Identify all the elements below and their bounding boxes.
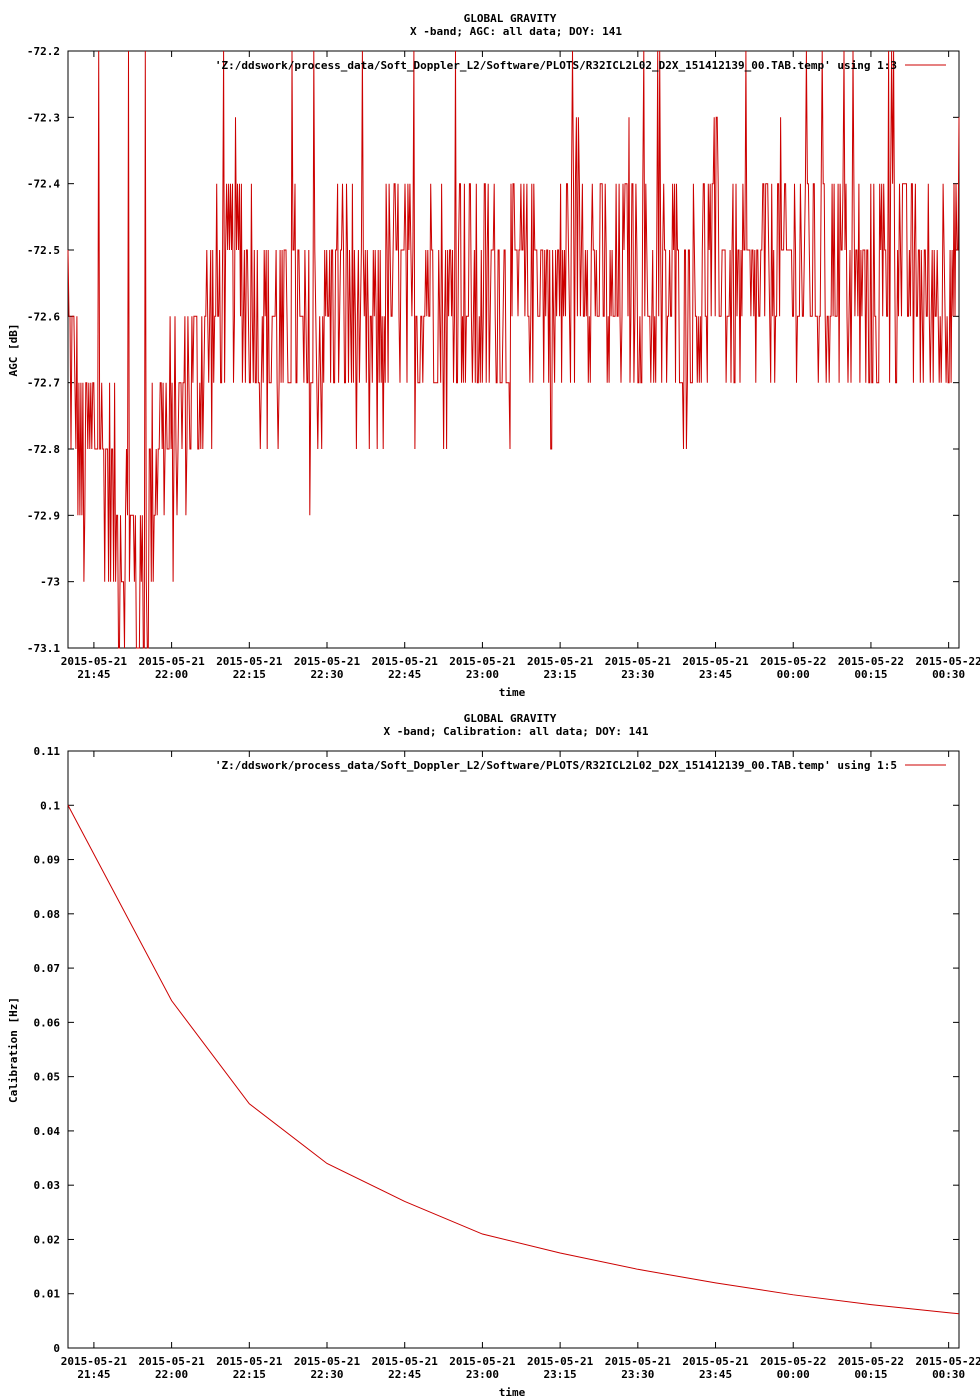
top-ytick-label: -72.5: [27, 244, 60, 257]
top-ytick-label: -73: [40, 576, 60, 589]
bottom-xtick-date: 2015-05-22: [760, 1355, 826, 1368]
top-chart-series: [67, 50, 960, 649]
bottom-chart-title: GLOBAL GRAVITY: [464, 712, 557, 725]
top-ytick-label: -72.9: [27, 509, 60, 522]
bottom-xtick-date: 2015-05-21: [294, 1355, 361, 1368]
top-xtick-time: 22:30: [310, 668, 343, 681]
bottom-x-axis-label: time: [499, 1386, 526, 1399]
bottom-xtick-time: 22:15: [233, 1368, 266, 1381]
top-chart-title: GLOBAL GRAVITY: [464, 12, 557, 25]
top-xtick-time: 23:30: [621, 668, 654, 681]
top-series-line: [67, 50, 960, 649]
bottom-xtick-time: 23:00: [466, 1368, 499, 1381]
top-ytick-label: -72.2: [27, 45, 60, 58]
top-xtick-time: 00:30: [932, 668, 965, 681]
bottom-xtick-date: 2015-05-21: [449, 1355, 516, 1368]
bottom-xtick-time: 23:30: [621, 1368, 654, 1381]
top-xtick-date: 2015-05-21: [682, 655, 749, 668]
bottom-ytick-label: 0.08: [34, 908, 61, 921]
top-xtick-date: 2015-05-21: [605, 655, 672, 668]
bottom-y-axis-label: Calibration [Hz]: [7, 997, 20, 1103]
bottom-xtick-time: 23:45: [699, 1368, 732, 1381]
bottom-legend-label: 'Z:/ddswork/process_data/Soft_Doppler_L2…: [215, 759, 897, 772]
bottom-xtick-date: 2015-05-21: [61, 1355, 128, 1368]
bottom-xtick-date: 2015-05-21: [527, 1355, 594, 1368]
bottom-chart-subtitle: X -band; Calibration: all data; DOY: 141: [384, 725, 649, 738]
bottom-ytick-label: 0.11: [34, 745, 61, 758]
top-xtick-time: 22:00: [155, 668, 188, 681]
bottom-ytick-label: 0.03: [34, 1179, 61, 1192]
top-xtick-date: 2015-05-21: [138, 655, 205, 668]
top-xtick-date: 2015-05-22: [838, 655, 904, 668]
bottom-xtick-date: 2015-05-21: [372, 1355, 439, 1368]
bottom-ytick-label: 0.05: [34, 1071, 61, 1084]
top-xtick-time: 00:15: [854, 668, 887, 681]
bottom-ytick-label: 0.07: [34, 962, 61, 975]
top-ytick-label: -72.3: [27, 111, 60, 124]
top-chart-y-ticks: -72.2 -72.3 -72.4 -72.5 -72.6 -72.7 -72.8 -72.9…: [27, 45, 959, 655]
bottom-chart-series: [67, 805, 960, 1315]
bottom-ytick-label: 0.04: [34, 1125, 61, 1138]
top-xtick-time: 22:45: [388, 668, 421, 681]
bottom-xtick-date: 2015-05-21: [216, 1355, 283, 1368]
top-xtick-date: 2015-05-21: [449, 655, 516, 668]
top-xtick-time: 23:15: [544, 668, 577, 681]
bottom-chart-frame: [67, 750, 960, 1349]
top-ytick-label: -72.7: [27, 377, 60, 390]
bottom-xtick-date: 2015-05-21: [138, 1355, 205, 1368]
top-ytick-label: -73.1: [27, 642, 60, 655]
top-ytick-label: -72.6: [27, 310, 60, 323]
bottom-xtick-time: 00:00: [777, 1368, 810, 1381]
bottom-xtick-date: 2015-05-21: [605, 1355, 672, 1368]
bottom-xtick-date: 2015-05-21: [682, 1355, 749, 1368]
bottom-xtick-date: 2015-05-22: [916, 1355, 980, 1368]
top-y-axis-label: AGC [dB]: [7, 324, 20, 377]
bottom-xtick-time: 22:45: [388, 1368, 421, 1381]
bottom-xtick-time: 00:30: [932, 1368, 965, 1381]
top-xtick-date: 2015-05-22: [760, 655, 826, 668]
bottom-ytick-label: 0.1: [40, 799, 60, 812]
top-xtick-date: 2015-05-21: [294, 655, 361, 668]
bottom-ytick-label: 0.09: [34, 854, 61, 867]
top-xtick-time: 00:00: [777, 668, 810, 681]
top-chart-x-ticks: 2015-05-2121:452015-05-2122:002015-05-21…: [61, 51, 980, 681]
top-x-axis-label: time: [499, 686, 526, 699]
top-xtick-date: 2015-05-21: [527, 655, 594, 668]
bottom-xtick-time: 00:15: [854, 1368, 887, 1381]
bottom-ytick-label: 0.01: [34, 1288, 61, 1301]
bottom-xtick-time: 23:15: [544, 1368, 577, 1381]
bottom-chart-x-ticks: 2015-05-2121:452015-05-2122:002015-05-21…: [61, 751, 980, 1381]
bottom-ytick-label: 0.02: [34, 1233, 61, 1246]
top-xtick-time: 22:15: [233, 668, 266, 681]
top-chart-subtitle: X -band; AGC: all data; DOY: 141: [410, 25, 622, 38]
bottom-xtick-date: 2015-05-22: [838, 1355, 904, 1368]
top-chart-frame: [67, 50, 960, 649]
top-ytick-label: -72.8: [27, 443, 60, 456]
bottom-xtick-time: 22:30: [310, 1368, 343, 1381]
top-xtick-date: 2015-05-21: [61, 655, 128, 668]
bottom-xtick-time: 22:00: [155, 1368, 188, 1381]
bottom-ytick-label: 0: [53, 1342, 60, 1355]
top-legend-label: 'Z:/ddswork/process_data/Soft_Doppler_L2…: [215, 59, 897, 72]
top-xtick-date: 2015-05-21: [372, 655, 439, 668]
top-xtick-date: 2015-05-21: [216, 655, 283, 668]
bottom-ytick-label: 0.06: [34, 1016, 61, 1029]
bottom-xtick-time: 21:45: [77, 1368, 110, 1381]
top-xtick-time: 23:45: [699, 668, 732, 681]
top-xtick-time: 23:00: [466, 668, 499, 681]
bottom-chart-y-ticks: 0.11 0.1 0.09 0.08 0.07 0.06 0.05 0.04 0.03 0.02 0…: [34, 745, 959, 1355]
top-xtick-time: 21:45: [77, 668, 110, 681]
top-ytick-label: -72.4: [27, 178, 60, 191]
bottom-series-line: [67, 805, 960, 1315]
top-xtick-date: 2015-05-22: [916, 655, 980, 668]
